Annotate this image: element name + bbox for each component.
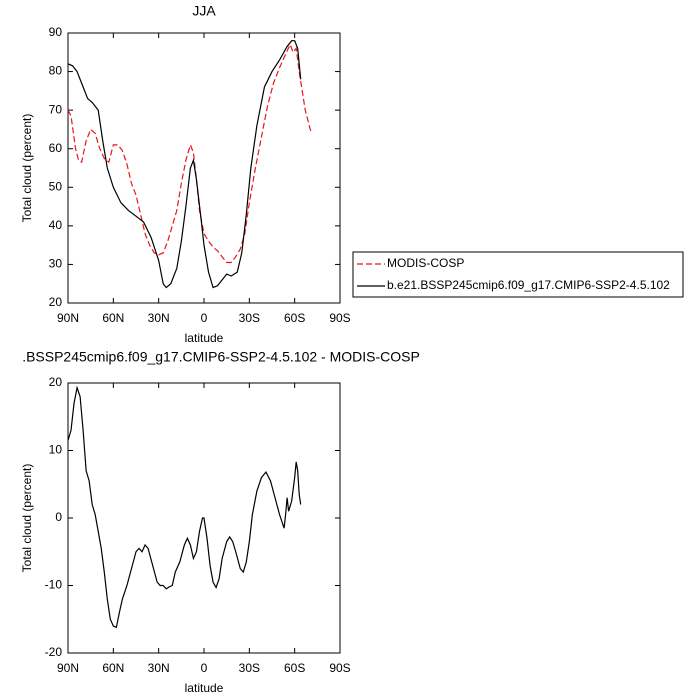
chart-title: JJA <box>192 3 216 19</box>
y-tick-label: 40 <box>49 218 63 232</box>
y-tick-label: -10 <box>45 578 63 592</box>
y-tick-label: 10 <box>49 443 63 457</box>
x-tick-label: 90S <box>329 311 350 325</box>
y-tick-label: 90 <box>49 25 63 39</box>
x-tick-label: 90S <box>329 661 350 675</box>
x-tick-label: 0 <box>201 661 208 675</box>
y-tick-label: 20 <box>49 295 63 309</box>
y-tick-label: 50 <box>49 179 63 193</box>
y-tick-label: 30 <box>49 257 63 271</box>
legend-box <box>352 251 684 298</box>
data-line <box>67 43 312 264</box>
x-axis-label: latitude <box>185 681 224 695</box>
x-tick-label: 60S <box>284 311 305 325</box>
x-axis-label: latitude <box>185 331 224 345</box>
data-line <box>67 40 302 289</box>
x-tick-label: 90N <box>57 661 79 675</box>
x-tick-label: 90N <box>57 311 79 325</box>
y-tick-label: 60 <box>49 141 63 155</box>
x-tick-label: 0 <box>201 311 208 325</box>
y-tick-label: 20 <box>49 375 63 389</box>
legend-label: b.e21.BSSP245cmip6.f09_g17.CMIP6-SSP2-4.… <box>387 278 670 292</box>
legend-label: MODIS-COSP <box>387 256 464 270</box>
y-tick-label: -20 <box>45 645 63 659</box>
x-tick-label: 30N <box>148 311 170 325</box>
y-tick-label: 70 <box>49 102 63 116</box>
y-axis-label: Total cloud (percent) <box>20 464 34 573</box>
chart-title: .BSSP245cmip6.f09_g17.CMIP6-SSP2-4.5.102… <box>22 349 420 365</box>
x-tick-label: 30S <box>239 661 260 675</box>
data-line <box>67 385 302 629</box>
y-tick-label: 0 <box>55 510 62 524</box>
x-tick-label: 30S <box>239 311 260 325</box>
y-axis-label: Total cloud (percent) <box>20 114 34 223</box>
x-tick-label: 60S <box>284 661 305 675</box>
x-tick-label: 60N <box>102 661 124 675</box>
x-tick-label: 30N <box>148 661 170 675</box>
x-tick-label: 60N <box>102 311 124 325</box>
y-tick-label: 80 <box>49 64 63 78</box>
